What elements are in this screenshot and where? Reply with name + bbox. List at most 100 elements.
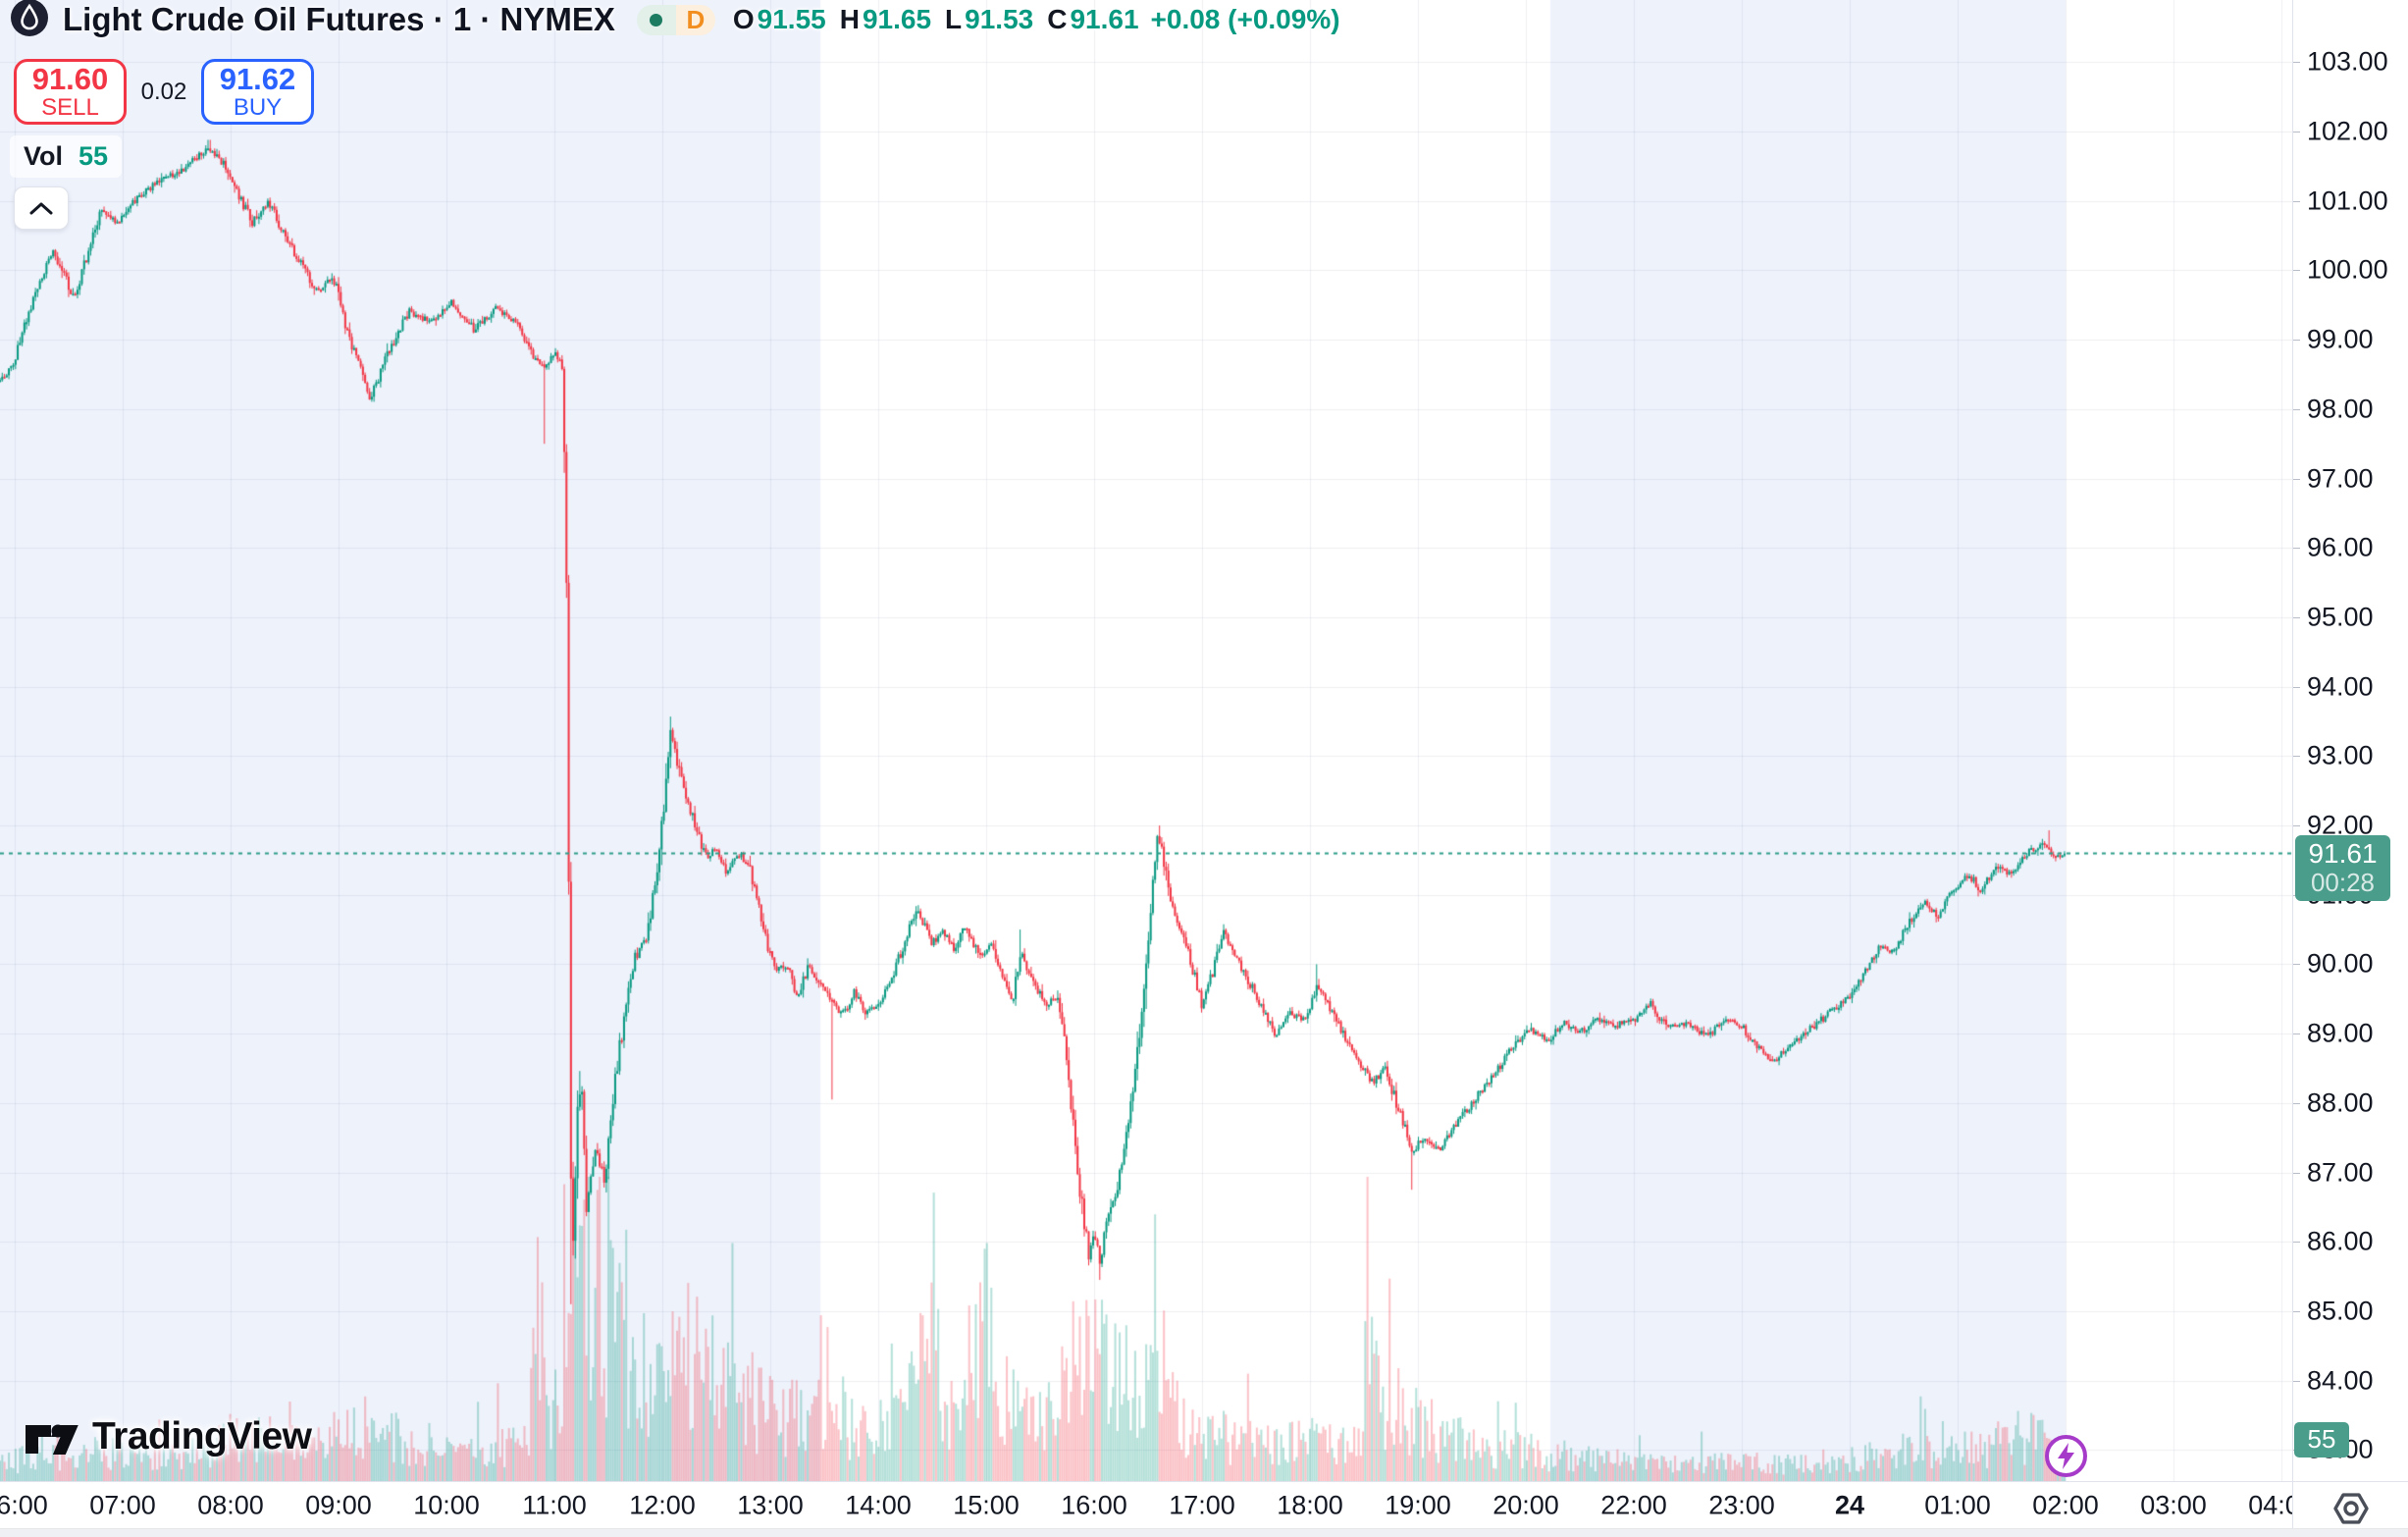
time-axis-label: 03:00	[2140, 1490, 2207, 1520]
time-axis-label: 12:00	[629, 1490, 696, 1520]
volume-indicator-label: Vol	[24, 141, 63, 171]
time-axis-label: 04:00	[2248, 1490, 2292, 1520]
time-axis-label: 07:00	[89, 1490, 156, 1520]
time-axis-label: 18:00	[1277, 1490, 1343, 1520]
price-axis-label: 94.00	[2307, 671, 2374, 702]
time-axis-label: 20:00	[1492, 1490, 1559, 1520]
ohlc-readout: O 91.55 H 91.65 L 91.53 C 91.61 +0.08 (+0.09…	[733, 4, 1340, 35]
low-value: 91.53	[965, 4, 1034, 34]
price-tick	[2293, 687, 2300, 688]
time-axis-label: 10:00	[413, 1490, 480, 1520]
price-axis-label: 93.00	[2307, 740, 2374, 770]
price-tick	[2293, 409, 2300, 410]
time-axis-label: 13:00	[737, 1490, 804, 1520]
price-axis-label: 86.00	[2307, 1226, 2374, 1256]
price-axis-label: 85.00	[2307, 1296, 2374, 1326]
time-axis-label: 09:00	[305, 1490, 372, 1520]
volume-indicator-legend: Vol 55	[10, 135, 123, 178]
price-tick	[2293, 270, 2300, 271]
market-open-dot-icon	[636, 4, 676, 35]
last-price-badge: 91.61 00:28	[2295, 834, 2390, 901]
sell-price: 91.60	[31, 61, 109, 96]
bar-countdown: 00:28	[2310, 867, 2376, 897]
price-axis-label: 99.00	[2307, 324, 2374, 354]
close-key: C	[1047, 4, 1068, 34]
time-axis-label: 11:00	[522, 1490, 587, 1520]
time-axis-label: 14:00	[845, 1490, 912, 1520]
price-axis-label: 90.00	[2307, 948, 2374, 979]
price-tick	[2293, 479, 2300, 480]
symbol-logo-oil-drop-icon	[10, 0, 49, 42]
trade-buttons-row: 91.60 SELL 0.02 91.62 BUY	[14, 59, 314, 125]
bid-ask-spread: 0.02	[140, 78, 187, 105]
buy-button[interactable]: 91.62 BUY	[201, 59, 314, 125]
price-axis-label: 92.00	[2307, 810, 2374, 840]
price-axis-label: 100.00	[2307, 254, 2388, 285]
price-tick	[2293, 825, 2300, 826]
time-axis-label: 15:00	[953, 1490, 1020, 1520]
sell-label: SELL	[41, 94, 99, 122]
time-axis-label: 16:00	[1061, 1490, 1127, 1520]
tradingview-watermark-text: TradingView	[92, 1415, 312, 1458]
price-axis-label: 102.00	[2307, 116, 2388, 146]
open-key: O	[732, 4, 755, 34]
price-axis-label: 98.00	[2307, 394, 2374, 424]
low-key: L	[945, 4, 963, 34]
price-axis-label: 97.00	[2307, 463, 2374, 493]
tradingview-watermark: TradingView	[24, 1415, 312, 1458]
market-status-interval-pill[interactable]: D	[636, 4, 715, 35]
price-tick	[2293, 62, 2300, 63]
candlestick-chart-canvas[interactable]	[0, 0, 2292, 1481]
change-value: +0.08 (+0.09%)	[1150, 4, 1340, 34]
symbol-title: Light Crude Oil Futures · 1 · NYMEX	[63, 1, 615, 37]
high-key: H	[839, 4, 860, 34]
price-axis-label: 96.00	[2307, 532, 2374, 562]
price-tick	[2293, 1242, 2300, 1243]
sell-button[interactable]: 91.60 SELL	[14, 59, 127, 125]
open-value: 91.55	[757, 4, 826, 34]
interval-letter: D	[675, 4, 715, 35]
price-axis[interactable]: 103.00 102.00 101.00 100.00 99.00 98.00 97.00 9…	[2292, 0, 2408, 1528]
price-axis-label: 84.00	[2307, 1365, 2374, 1396]
price-tick	[2293, 1103, 2300, 1104]
axis-settings-gear-icon[interactable]	[2329, 1487, 2373, 1530]
price-axis-label: 88.00	[2307, 1087, 2374, 1118]
window-bottom-strip	[0, 1528, 2408, 1537]
chevron-up-icon	[29, 202, 53, 215]
price-axis-label: 103.00	[2307, 46, 2388, 77]
collapse-panel-button[interactable]	[14, 186, 69, 230]
time-axis[interactable]: 06:00 07:00 08:00 09:00 10:00 11:00 12:00 13:00…	[0, 1481, 2292, 1529]
price-tick	[2293, 201, 2300, 202]
volume-axis-badge: 55	[2294, 1421, 2349, 1458]
price-tick	[2293, 548, 2300, 549]
high-value: 91.65	[862, 4, 932, 34]
time-axis-label: 17:00	[1169, 1490, 1235, 1520]
close-value: 91.61	[1070, 4, 1139, 34]
last-price-value: 91.61	[2308, 837, 2378, 869]
time-axis-label: 02:00	[2032, 1490, 2099, 1520]
price-tick	[2293, 340, 2300, 341]
buy-label: BUY	[233, 94, 283, 122]
price-tick	[2293, 964, 2300, 965]
volume-indicator-value: 55	[79, 141, 109, 171]
price-tick	[2293, 1381, 2300, 1382]
price-tick	[2293, 617, 2300, 618]
price-tick	[2293, 756, 2300, 757]
time-axis-label: 22:00	[1600, 1490, 1667, 1520]
time-axis-label: 08:00	[197, 1490, 264, 1520]
instant-order-lightning-icon[interactable]	[2044, 1434, 2088, 1478]
time-axis-label: 19:00	[1385, 1490, 1451, 1520]
price-tick	[2293, 1173, 2300, 1174]
time-axis-label: 06:00	[0, 1490, 48, 1520]
price-axis-label: 87.00	[2307, 1157, 2374, 1187]
price-axis-label: 101.00	[2307, 186, 2388, 216]
price-axis-label: 95.00	[2307, 602, 2374, 632]
buy-price: 91.62	[219, 61, 296, 96]
price-tick	[2293, 1311, 2300, 1312]
price-axis-label: 89.00	[2307, 1018, 2374, 1048]
tradingview-logo-icon	[26, 1424, 79, 1455]
time-axis-label: 23:00	[1708, 1490, 1775, 1520]
time-axis-label: 24	[1834, 1490, 1865, 1520]
